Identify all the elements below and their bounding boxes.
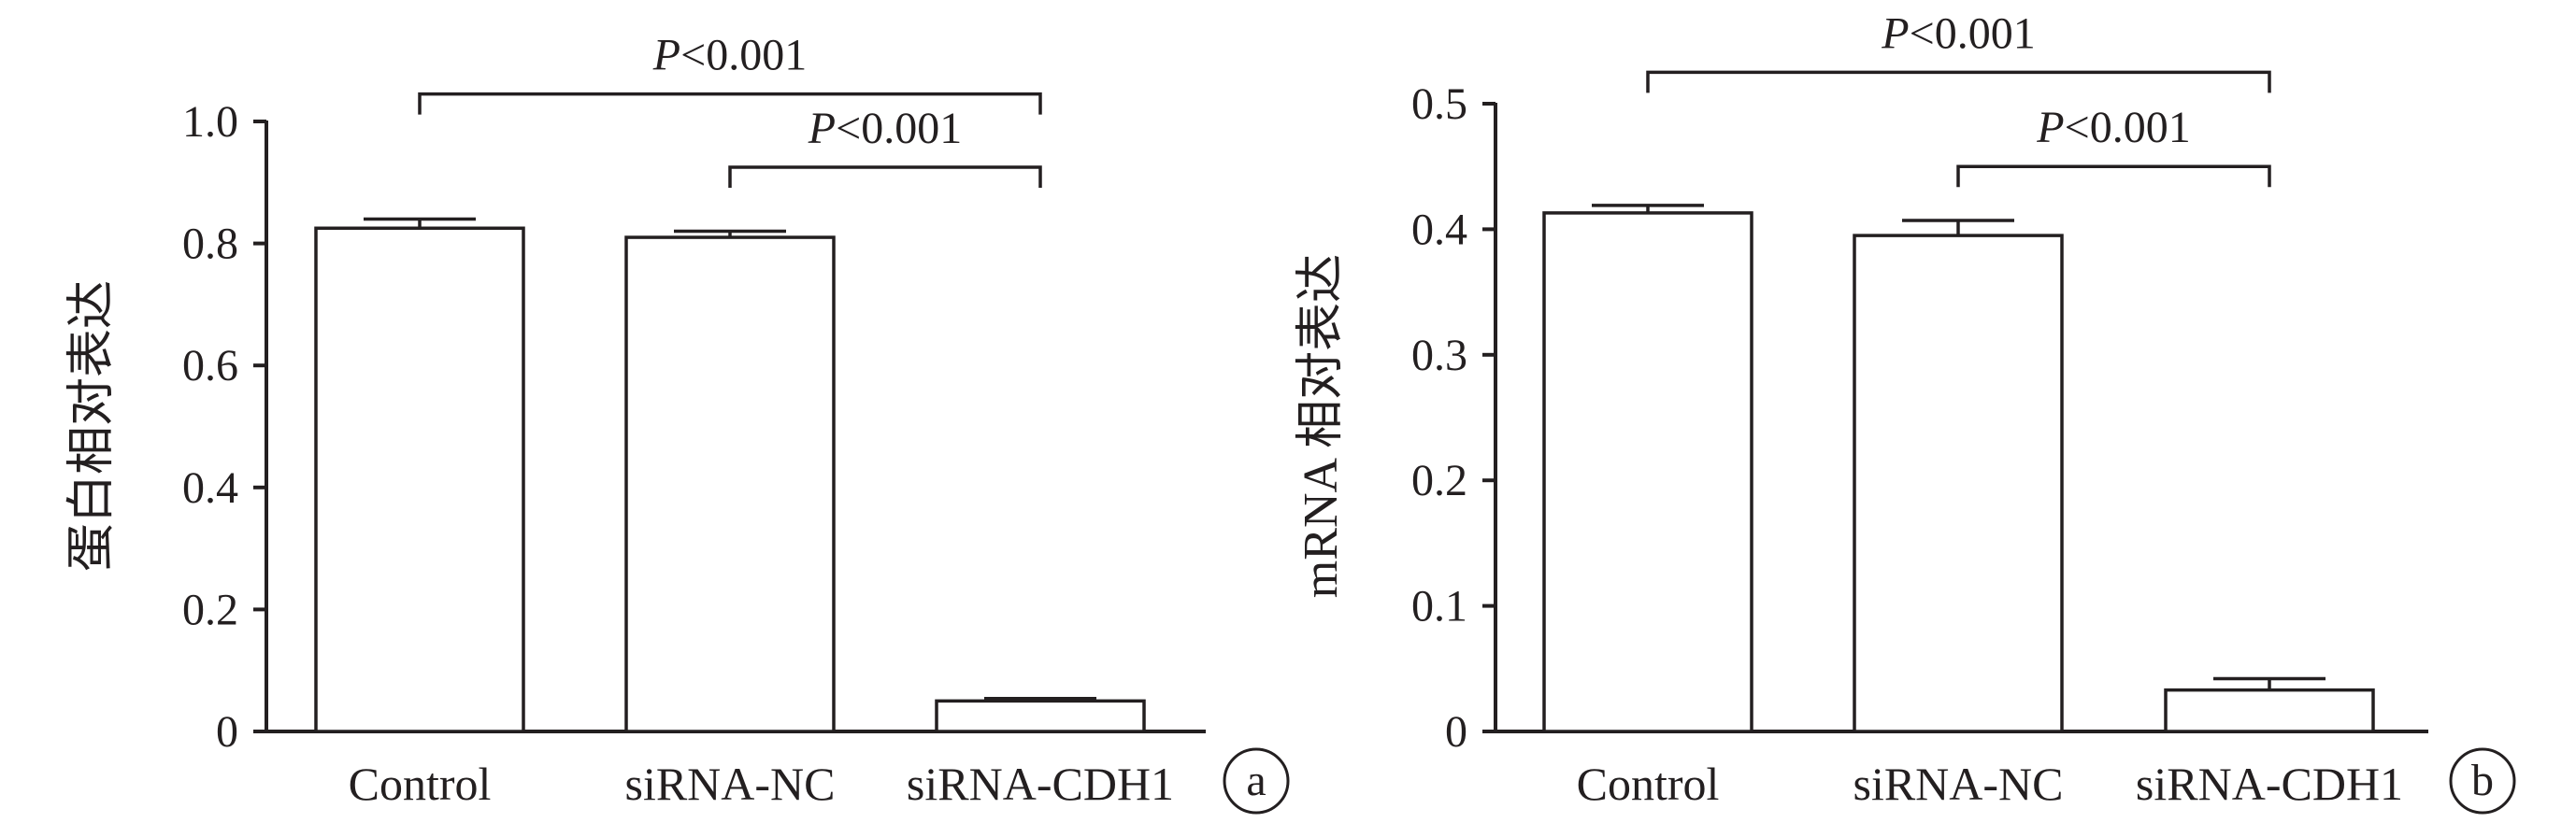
y-axis-label: 蛋白相对表达 (65, 280, 119, 572)
significance-bracket (728, 165, 1042, 188)
significance-label: P<0.001 (1881, 8, 2035, 58)
panel-tag-circle (2449, 747, 2516, 815)
category-label: Control (349, 758, 492, 810)
significance-bracket (1646, 70, 2271, 93)
y-tick-label: 0 (1445, 707, 1467, 757)
bar (624, 235, 836, 733)
p-value: <0.001 (1910, 8, 2036, 58)
bar (935, 699, 1146, 733)
p-value: <0.001 (680, 31, 807, 80)
p-symbol: P (652, 31, 680, 80)
y-tick-label: 1.0 (182, 97, 238, 147)
significance-label: P<0.001 (2036, 103, 2190, 152)
y-tick-label: 0.3 (1411, 331, 1467, 380)
y-tick-label: 0.6 (182, 341, 238, 390)
y-tick-label: 0.1 (1411, 582, 1467, 631)
category-label: siRNA-CDH1 (2136, 758, 2403, 810)
y-tick-label: 0.4 (1411, 205, 1467, 254)
y-tick-label: 0.8 (182, 220, 238, 269)
bar (2164, 688, 2375, 733)
panel-tag-label: a (1246, 756, 1266, 805)
p-symbol: P (2036, 103, 2064, 152)
y-tick-label: 0.2 (182, 585, 238, 634)
category-label: Control (1577, 758, 1720, 810)
significance-label: P<0.001 (652, 31, 807, 80)
panel-tag-circle (1223, 747, 1290, 815)
bar (1853, 234, 2064, 733)
y-tick-label: 0.2 (1411, 456, 1467, 505)
y-tick-label: 0.4 (182, 463, 238, 513)
bar (314, 226, 525, 733)
p-symbol: P (808, 104, 836, 153)
p-value: <0.001 (2065, 103, 2191, 152)
category-label: siRNA-NC (1853, 758, 2063, 810)
significance-bracket (418, 92, 1042, 115)
panel-b: 0 0.1 0.2 0.3 0.4 0.5 mRNA 相对表达 Control siRNA-NC… (1295, 8, 2516, 815)
y-tick-label: 0.5 (1411, 79, 1467, 129)
p-symbol: P (1881, 8, 1909, 58)
panel-tag-label: b (2471, 756, 2494, 805)
category-label: siRNA-CDH1 (907, 758, 1174, 810)
significance-bracket (1956, 164, 2271, 188)
panel-a: 0 0.2 0.4 0.6 0.8 1.0 蛋白相对表达 Control siRNA-NC siR… (65, 31, 1290, 815)
bar (1542, 211, 1753, 733)
significance-label: P<0.001 (808, 104, 962, 153)
y-axis-label: mRNA 相对表达 (1295, 254, 1348, 598)
category-label: siRNA-NC (624, 758, 835, 810)
y-tick-label: 0 (216, 707, 238, 757)
p-value: <0.001 (836, 104, 962, 153)
